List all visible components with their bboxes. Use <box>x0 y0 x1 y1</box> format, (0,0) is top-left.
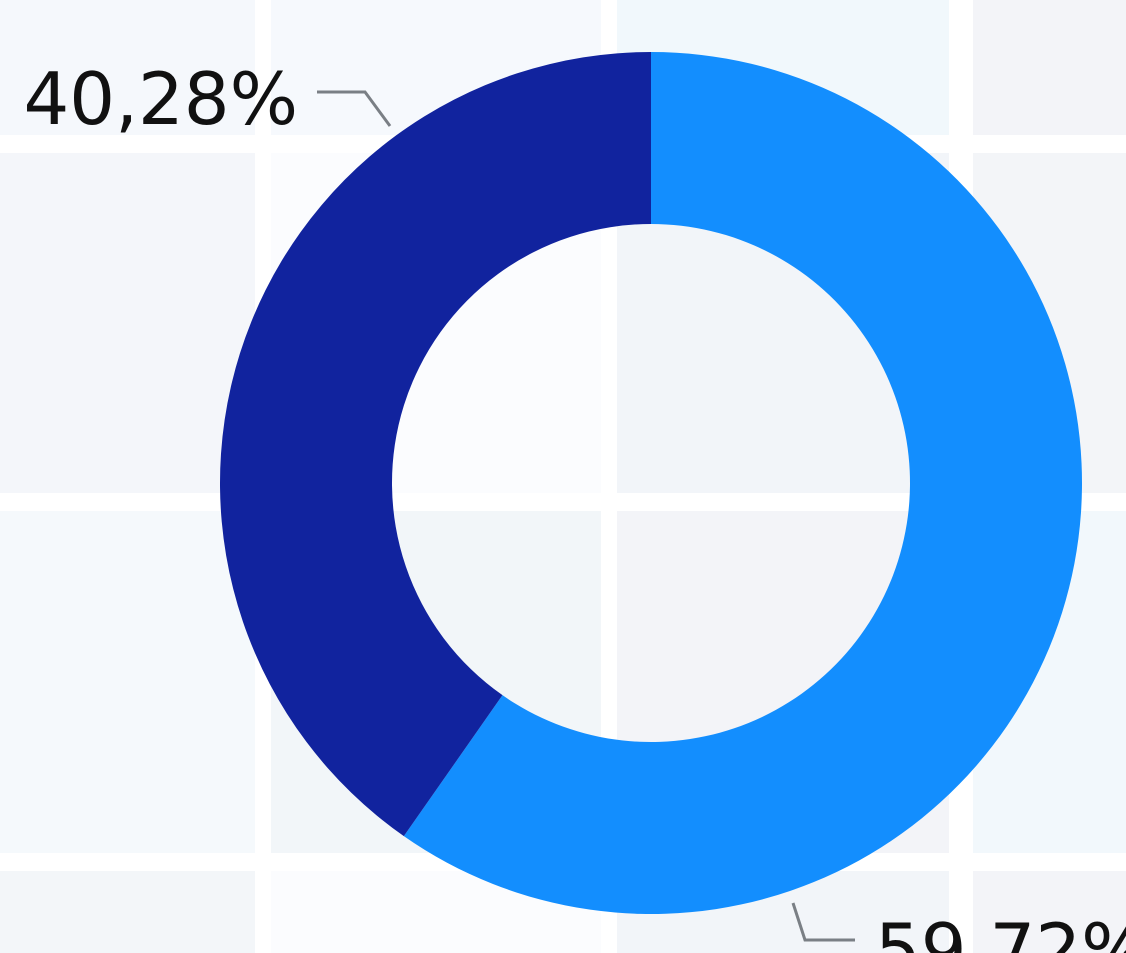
tile <box>0 0 255 135</box>
tile <box>0 871 255 953</box>
leader-line <box>791 902 855 942</box>
leader-line <box>317 90 392 127</box>
slice <box>403 52 1082 915</box>
tile <box>973 871 1126 953</box>
tile <box>973 0 1126 135</box>
tile <box>0 153 255 493</box>
data-label: 40,28% <box>23 57 298 141</box>
data-label: 59,72% <box>875 908 1126 953</box>
slices <box>220 52 1082 915</box>
slice <box>220 52 651 837</box>
tile <box>0 511 255 853</box>
